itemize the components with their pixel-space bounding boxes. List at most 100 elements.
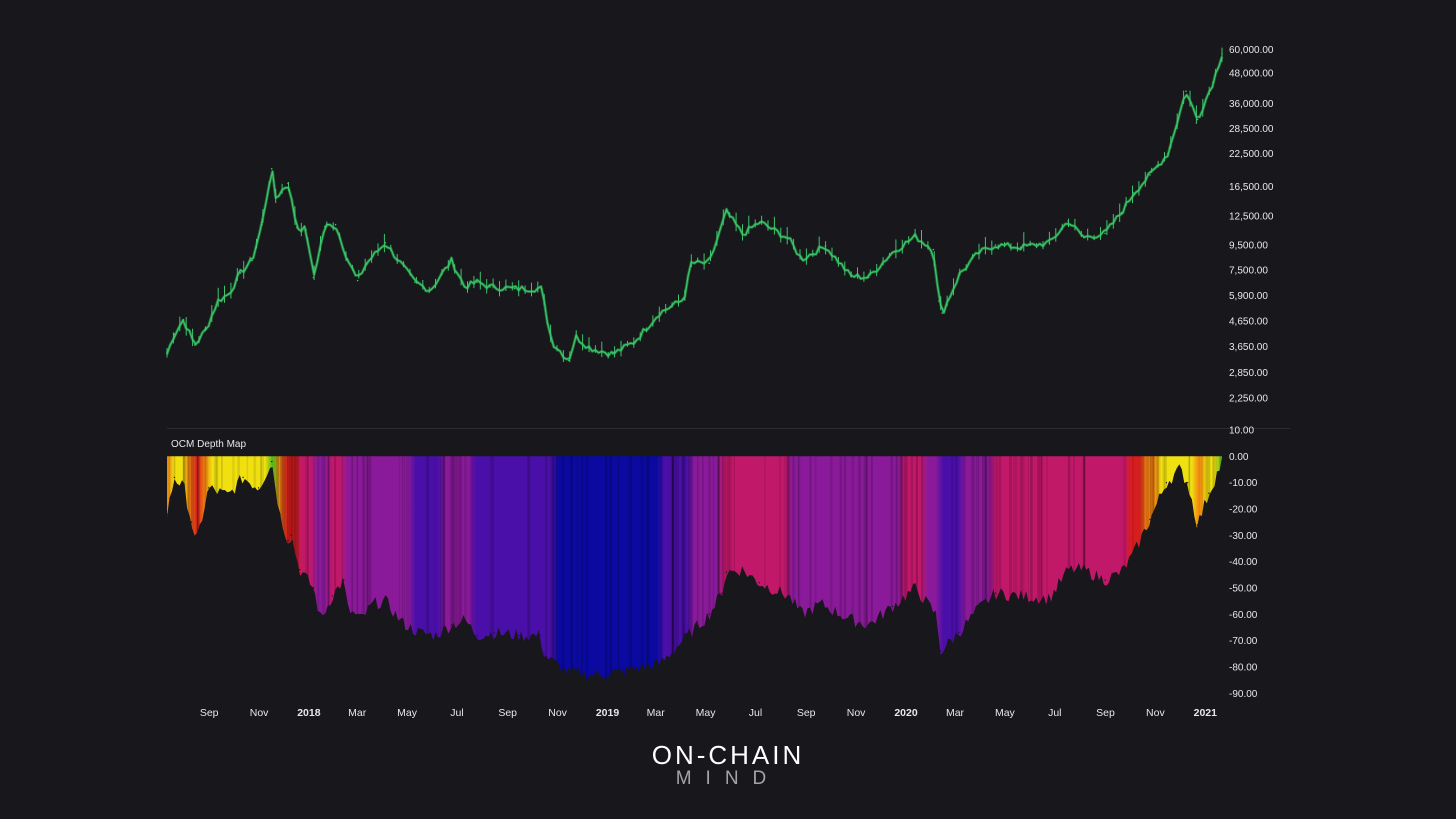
depth-point bbox=[312, 587, 315, 589]
depth-point bbox=[331, 595, 333, 597]
depth-point bbox=[551, 661, 553, 663]
price-tick-label: 36,000.00 bbox=[1229, 99, 1274, 110]
price-point bbox=[683, 298, 685, 301]
price-tick-label: 2,850.00 bbox=[1229, 368, 1268, 379]
price-point bbox=[1132, 192, 1135, 194]
price-point bbox=[513, 287, 516, 290]
price-point bbox=[800, 258, 803, 261]
depth-point bbox=[257, 487, 260, 489]
depth-point bbox=[343, 579, 345, 581]
price-point bbox=[429, 289, 432, 292]
depth-point bbox=[567, 671, 570, 673]
price-point bbox=[463, 286, 466, 288]
price-point bbox=[1212, 81, 1214, 84]
depth-point bbox=[958, 632, 960, 634]
depth-tick-label: -10.00 bbox=[1229, 478, 1258, 489]
depth-point bbox=[1104, 579, 1106, 581]
price-point bbox=[356, 279, 359, 282]
price-point bbox=[287, 182, 289, 185]
depth-point bbox=[850, 618, 852, 621]
depth-point bbox=[298, 568, 301, 571]
price-point bbox=[941, 312, 944, 314]
price-point bbox=[977, 252, 980, 254]
price-point bbox=[932, 248, 935, 251]
price-point bbox=[914, 235, 917, 238]
x-month-label: Sep bbox=[498, 707, 517, 719]
depth-point bbox=[173, 476, 176, 479]
depth-point bbox=[539, 634, 541, 637]
price-point bbox=[270, 167, 273, 170]
x-month-label: Sep bbox=[1096, 707, 1115, 719]
price-point bbox=[1120, 211, 1123, 214]
price-point bbox=[1104, 232, 1106, 235]
depth-point bbox=[290, 534, 292, 536]
price-point bbox=[611, 353, 614, 355]
depth-point bbox=[935, 613, 937, 616]
depth-point bbox=[518, 634, 520, 637]
price-point bbox=[824, 245, 827, 247]
depth-point bbox=[208, 487, 210, 489]
price-point bbox=[173, 333, 176, 336]
x-year-label: 2018 bbox=[297, 707, 321, 719]
price-point bbox=[1020, 246, 1022, 249]
price-point bbox=[867, 276, 870, 279]
depth-point bbox=[418, 632, 420, 634]
price-point bbox=[890, 252, 893, 254]
price-point bbox=[759, 221, 761, 223]
depth-point bbox=[183, 487, 185, 489]
depth-tick-label: -80.00 bbox=[1229, 663, 1258, 674]
x-year-label: 2019 bbox=[596, 707, 620, 719]
price-point bbox=[1048, 242, 1051, 244]
price-point bbox=[994, 244, 997, 246]
depth-point bbox=[450, 624, 453, 626]
x-month-label: Nov bbox=[250, 707, 269, 719]
depth-tick-label: -30.00 bbox=[1229, 531, 1258, 542]
depth-point bbox=[194, 545, 197, 547]
price-point bbox=[787, 237, 790, 240]
depth-point bbox=[618, 671, 620, 673]
depth-point bbox=[360, 618, 362, 621]
depth-point bbox=[741, 568, 743, 571]
depth-point bbox=[593, 674, 595, 676]
price-tick-label: 60,000.00 bbox=[1229, 45, 1274, 56]
x-month-label: Mar bbox=[348, 707, 367, 719]
x-month-label: Jul bbox=[749, 707, 762, 719]
depth-point bbox=[372, 603, 374, 605]
x-year-label: 2020 bbox=[894, 707, 918, 719]
depth-point bbox=[687, 634, 689, 637]
price-tick-label: 12,500.00 bbox=[1229, 211, 1274, 222]
x-month-label: Mar bbox=[946, 707, 965, 719]
x-month-label: Nov bbox=[548, 707, 567, 719]
depth-point bbox=[940, 650, 942, 652]
x-year-label: 2021 bbox=[1194, 707, 1218, 719]
price-point bbox=[708, 262, 710, 265]
x-month-label: Sep bbox=[797, 707, 816, 719]
brand-logo-line2: MIND bbox=[675, 768, 781, 789]
depth-point bbox=[1120, 571, 1123, 573]
depth-point bbox=[166, 513, 168, 515]
depth-point bbox=[384, 600, 387, 602]
depth-tick-label: -70.00 bbox=[1229, 636, 1258, 647]
depth-point bbox=[543, 653, 545, 655]
depth-point bbox=[476, 634, 478, 637]
price-tick-label: 4,650.00 bbox=[1229, 316, 1268, 327]
price-point bbox=[305, 228, 307, 231]
price-point bbox=[1149, 174, 1151, 176]
price-point bbox=[194, 344, 196, 346]
depth-point bbox=[820, 603, 822, 605]
price-point bbox=[551, 341, 553, 344]
price-point bbox=[849, 275, 852, 277]
depth-y-axis: 10.00 0.00 -10.00 -20.00 -30.00 -40.00 -50.00 -… bbox=[1229, 426, 1258, 700]
price-point bbox=[476, 281, 478, 283]
x-month-label: Nov bbox=[1146, 707, 1165, 719]
price-point bbox=[312, 276, 315, 279]
x-month-label: Sep bbox=[200, 707, 219, 719]
depth-point bbox=[758, 582, 760, 584]
price-point bbox=[742, 233, 744, 236]
price-point bbox=[1067, 220, 1069, 222]
depth-tick-label: -60.00 bbox=[1229, 610, 1258, 621]
x-month-label: May bbox=[995, 707, 1016, 719]
price-point bbox=[346, 258, 349, 261]
price-point bbox=[296, 226, 298, 229]
